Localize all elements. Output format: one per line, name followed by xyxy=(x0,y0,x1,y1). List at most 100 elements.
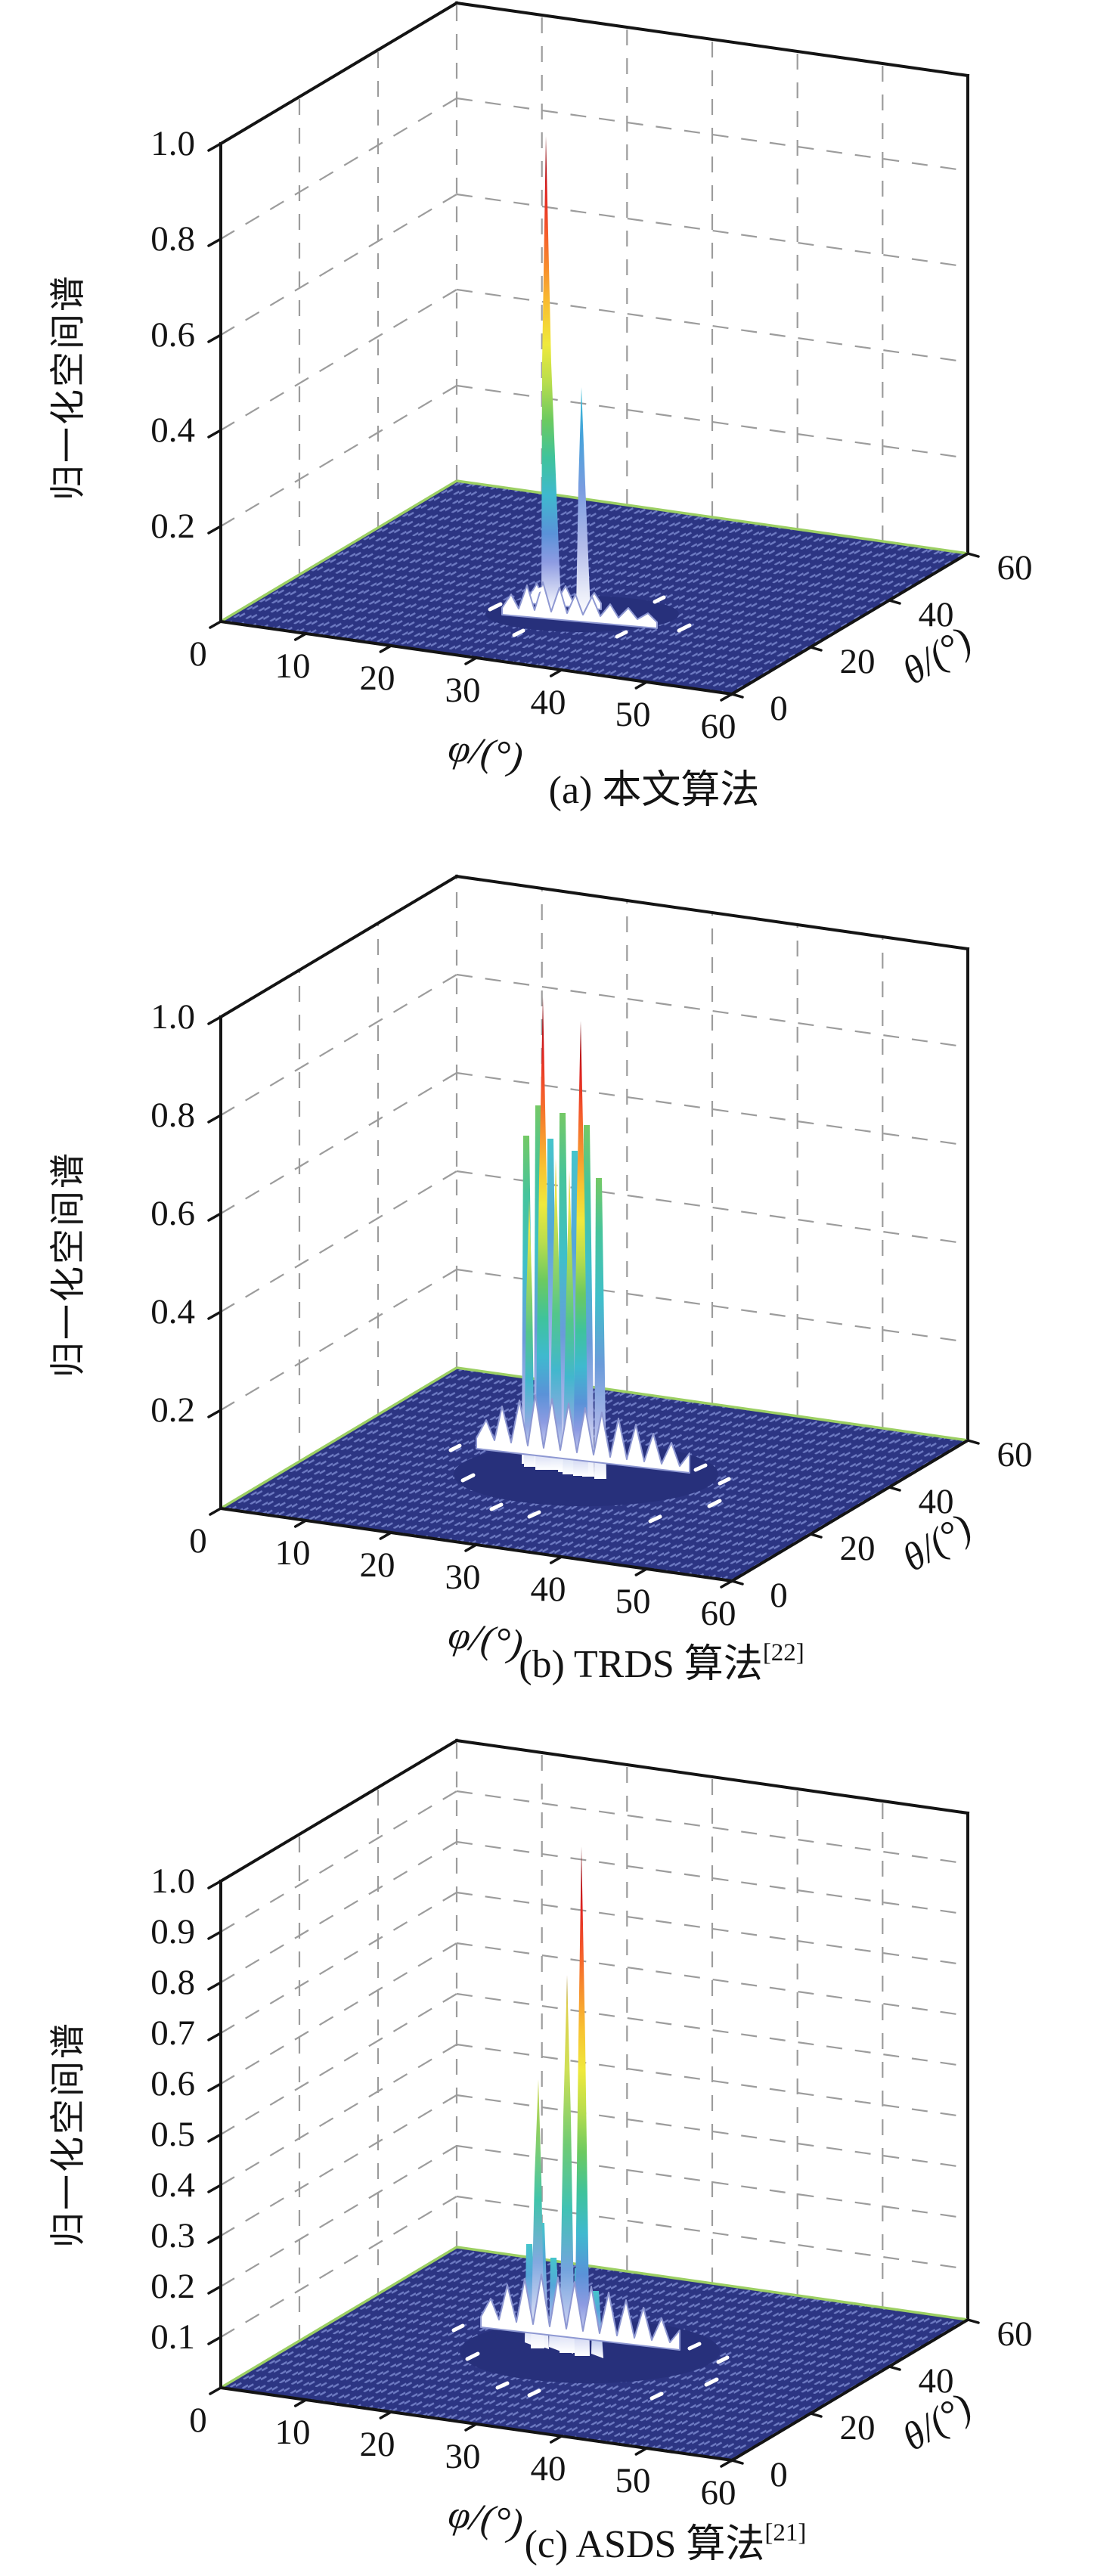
panel-c-box-back xyxy=(219,1738,970,2321)
panel-b-x-tick-labels-part: 20 xyxy=(360,1545,395,1585)
floor-ripples-part xyxy=(465,2351,480,2361)
panel-c-spectrum-surface xyxy=(451,1846,730,2401)
panel-b-y-tick-labels-part: 20 xyxy=(840,1529,876,1568)
panel-c-tick-marks-part xyxy=(207,1880,222,1889)
panel-b-tick-marks xyxy=(207,1015,980,1589)
panel-b-z-tick-labels-part: 0.4 xyxy=(150,1292,195,1331)
panel-b-z-tick-labels-part: 0.2 xyxy=(150,1390,195,1430)
panel-c-z-tick-labels-part: 0.9 xyxy=(150,1912,195,1951)
panel-b-z-tick-labels-part: 1.0 xyxy=(150,997,195,1037)
panel-b-caption-part: [22] xyxy=(763,1639,804,1666)
panel-b-y-tick-labels-part: 0 xyxy=(770,1576,788,1615)
panel-a-box-back-part xyxy=(454,1,970,78)
panel-b-x-tick-labels-part: 60 xyxy=(701,1594,736,1633)
peak-main-1 xyxy=(535,997,550,1470)
panel-c-tick-marks-part xyxy=(207,2234,222,2244)
panel-c-box-front-part xyxy=(730,2317,970,2463)
panel-a-tick-marks-part xyxy=(207,429,222,439)
panel-a-wall-grid xyxy=(220,2,969,575)
panel-b-spectrum-surface xyxy=(448,997,731,1524)
panel-c-wall-grid-part xyxy=(220,1841,457,1983)
floor-ripples-part xyxy=(677,623,692,633)
panel-a-tick-marks-part xyxy=(720,693,733,702)
panel-a-tick-marks-part xyxy=(549,668,563,677)
panel-a-caption: (a) 本文算法 xyxy=(549,769,760,812)
panel-c-tick-marks-part xyxy=(293,2398,308,2407)
panel-a-wall-grid-part xyxy=(220,98,457,240)
spectrum-plot-panel-b: 0.2 0.4 0.6 0.8 1.0 0 10 20 30 40 50 60 … xyxy=(49,874,1033,1686)
panel-b-x-tick-labels: 0 10 20 30 40 50 60 xyxy=(189,1521,736,1633)
panel-c-x-tick-labels-part: 10 xyxy=(275,2413,311,2452)
panel-b-box-back xyxy=(219,874,970,1442)
panel-b-ylabel: θ/(°) xyxy=(895,1506,979,1580)
panel-b-wall-grid-part xyxy=(456,973,969,1049)
panel-c-z-tick-labels-part: 0.5 xyxy=(150,2115,195,2154)
panel-c-tick-marks-part xyxy=(634,2447,649,2456)
panel-a-tick-marks-part xyxy=(464,656,478,665)
floor-ripples xyxy=(448,1443,731,1524)
panel-c-wall-grid-part xyxy=(220,2044,457,2186)
floor-ripples-part xyxy=(527,2388,541,2398)
panel-b-x-tick-labels-part: 0 xyxy=(189,1521,207,1561)
panel-b-tick-marks-part xyxy=(730,1579,744,1586)
panel-a-tick-marks-part xyxy=(809,646,823,652)
panel-a-tick-marks-part xyxy=(207,142,222,152)
panel-b-zlabel: 归一化空间谱 xyxy=(49,1151,88,1378)
floor-ripples-part xyxy=(718,1477,731,1486)
panel-b-box-front-part xyxy=(730,1438,970,1583)
panel-c-x-tick-labels-part: 50 xyxy=(615,2461,651,2500)
panel-c-z-tick-labels-part: 0.4 xyxy=(150,2165,195,2205)
panel-c-xlabel: φ/(°) xyxy=(445,2493,525,2546)
floor-ripples-part xyxy=(489,1502,504,1511)
panel-c-tick-marks-part xyxy=(207,1930,222,1940)
panel-c-tick-marks xyxy=(207,1880,980,2468)
panel-b-z-tick-labels-part: 0.8 xyxy=(150,1096,195,1135)
panel-c-caption-part: [21] xyxy=(764,2519,806,2547)
panel-a-box-back xyxy=(219,1,970,555)
panel-c-box-back-part xyxy=(219,1738,459,1883)
panel-a-tick-marks-part xyxy=(888,599,901,605)
panel-a-wall-grid-part xyxy=(220,289,457,431)
panel-b-xlabel: φ/(°) xyxy=(445,1613,525,1666)
panel-c-wall-grid-part xyxy=(220,2145,457,2287)
panel-b-tick-marks-part xyxy=(207,1114,222,1124)
panel-a-wall-grid-part xyxy=(220,194,457,336)
floor-ripples-part xyxy=(488,602,503,612)
panel-a-z-tick-labels-part: 0.8 xyxy=(150,219,195,259)
floor-ripples xyxy=(451,2323,730,2401)
panel-b-y-tick-labels-part: 40 xyxy=(919,1482,954,1521)
peak-main xyxy=(538,136,564,609)
panel-b-z-tick-labels: 0.2 0.4 0.6 0.8 1.0 xyxy=(150,997,195,1430)
panel-b-tick-marks-part xyxy=(634,1567,649,1576)
panel-a-x-tick-labels-part: 60 xyxy=(701,707,736,746)
spectrum-plot-panel-c: 0.1 0.2 0.3 0.4 0.5 0.6 0.7 0.8 0.9 1.0 … xyxy=(49,1738,1033,2566)
panel-c-tick-marks-part xyxy=(809,2412,823,2418)
panel-c-floor-back-edge-part xyxy=(220,2246,457,2389)
panel-b-tick-marks-part xyxy=(207,1212,222,1222)
panel-c-z-tick-labels-part: 0.6 xyxy=(150,2064,195,2103)
floor-ripples-part xyxy=(615,630,628,639)
panel-c-caption-part: (c) ASDS 算法 xyxy=(525,2523,765,2566)
panel-b-box-back-part xyxy=(454,874,970,951)
panel-c-y-tick-labels-part: 20 xyxy=(840,2408,876,2447)
floor-ripples-part xyxy=(653,595,666,604)
panel-c-wall-grid-part xyxy=(220,2094,457,2237)
panel-a-tick-marks-part xyxy=(207,525,222,535)
panel-a-x-tick-labels-part: 20 xyxy=(360,659,395,698)
panel-c-tick-marks-part xyxy=(549,2435,563,2444)
panel-b-caption: (b) TRDS 算法[22] xyxy=(519,1639,804,1686)
panel-c-x-tick-labels-part: 20 xyxy=(360,2425,395,2464)
panel-c-tick-marks-part xyxy=(209,2386,222,2395)
panel-a-ylabel: θ/(°) xyxy=(895,619,979,693)
floor-ripples-part xyxy=(648,1514,662,1524)
panel-c-x-tick-labels-part: 60 xyxy=(701,2473,736,2512)
panel-b-x-tick-labels-part: 10 xyxy=(275,1533,311,1573)
front-sidelobes xyxy=(501,581,658,629)
floor-ripples-part xyxy=(451,2323,465,2333)
floor-ripples-part xyxy=(649,2392,664,2401)
peak-secondary xyxy=(572,387,593,615)
floor-ripples-part xyxy=(532,587,544,595)
panel-b-tick-marks-part xyxy=(207,1310,222,1320)
panel-a-x-tick-labels-part: 40 xyxy=(531,683,566,722)
panel-c-tick-marks-part xyxy=(207,1981,222,1991)
